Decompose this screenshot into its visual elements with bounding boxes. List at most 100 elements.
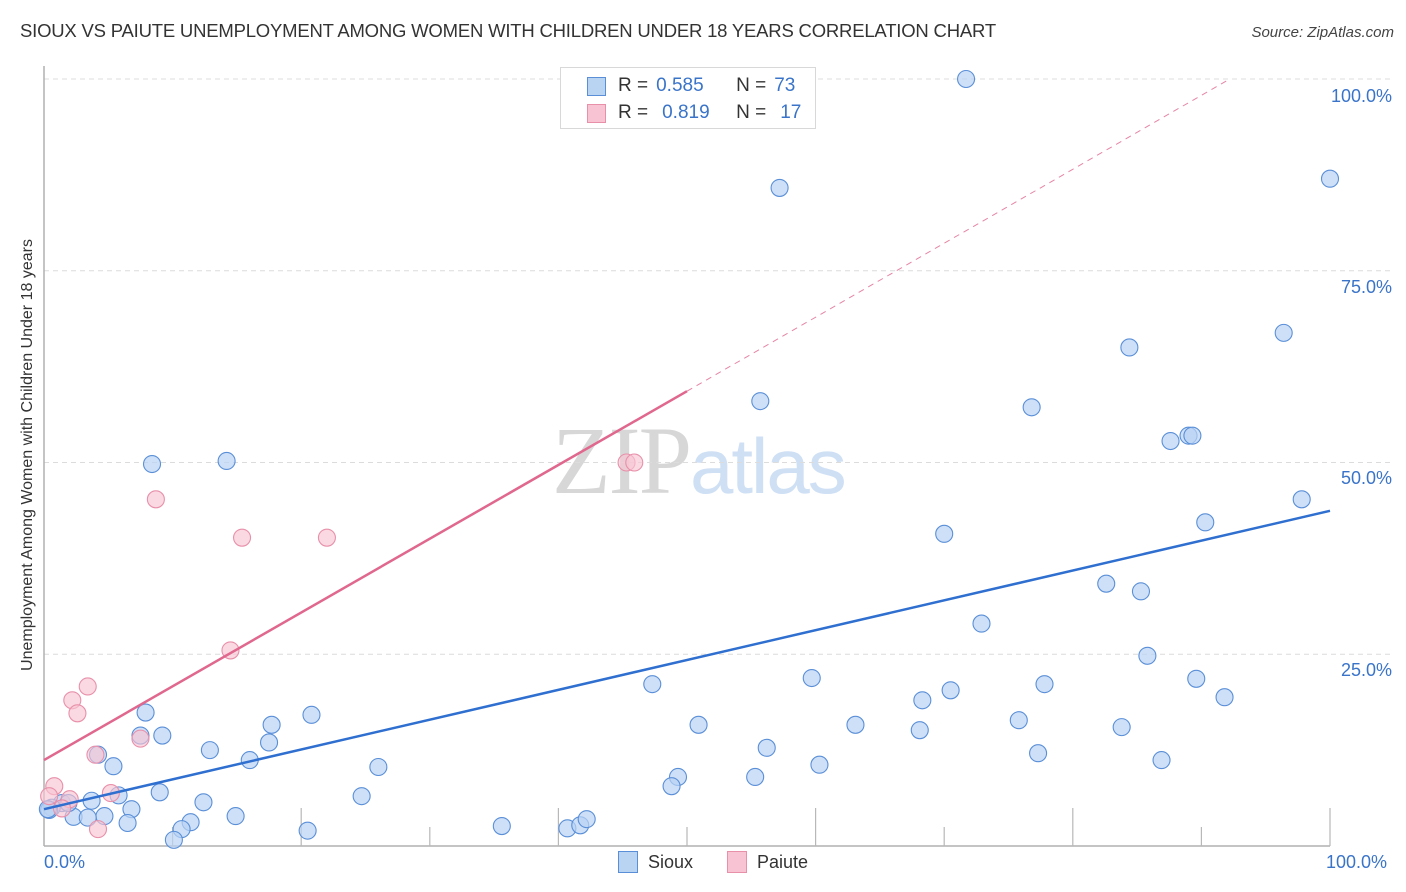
sioux-point bbox=[150, 783, 169, 802]
sioux-point bbox=[1131, 582, 1151, 601]
paiute-point bbox=[68, 704, 87, 723]
sioux-point bbox=[302, 705, 321, 724]
legend-n-value: 73 bbox=[774, 75, 796, 96]
sioux-point bbox=[1292, 490, 1311, 509]
legend-n-label: N = bbox=[736, 75, 767, 96]
sioux-point bbox=[136, 703, 155, 722]
sioux-point bbox=[757, 738, 776, 757]
sioux-point bbox=[1187, 669, 1206, 688]
paiute-point bbox=[146, 490, 165, 509]
sioux-point bbox=[153, 726, 172, 745]
sioux-point bbox=[770, 178, 789, 197]
legend-row-sioux: R = 0.585 N = 73 bbox=[587, 74, 795, 98]
paiute-point bbox=[78, 677, 97, 696]
sioux-point bbox=[1035, 675, 1054, 694]
sioux-point bbox=[751, 392, 770, 411]
sioux-point bbox=[1161, 431, 1180, 451]
sioux-point bbox=[1274, 323, 1293, 342]
sioux-point bbox=[577, 810, 596, 829]
sioux-point bbox=[217, 451, 236, 471]
legend-row-paiute: R = 0.819 N = 17 bbox=[587, 101, 801, 125]
sioux-swatch-icon bbox=[618, 851, 638, 873]
sioux-point bbox=[1097, 574, 1116, 593]
sioux-point bbox=[142, 454, 162, 474]
sioux-point bbox=[1009, 711, 1028, 730]
sioux-point bbox=[1022, 398, 1041, 417]
sioux-point bbox=[118, 813, 137, 833]
axes bbox=[43, 66, 1331, 847]
sioux-point bbox=[1320, 169, 1340, 188]
sioux-point bbox=[369, 757, 388, 777]
sioux-point bbox=[259, 733, 279, 752]
source-label: Source: ZipAtlas.com bbox=[1251, 24, 1394, 41]
legend-label-sioux: Sioux bbox=[648, 851, 694, 872]
sioux-point bbox=[1215, 688, 1234, 707]
sioux-point bbox=[810, 755, 829, 774]
paiute-point bbox=[317, 528, 336, 547]
sioux-point bbox=[1152, 751, 1171, 770]
sioux-point bbox=[972, 614, 991, 633]
sioux-point bbox=[104, 757, 123, 776]
legend-r-value: 0.819 bbox=[662, 102, 710, 123]
gridlines bbox=[44, 78, 1392, 655]
sioux-point bbox=[689, 715, 708, 734]
legend-r-value: 0.585 bbox=[656, 75, 704, 96]
sioux-trendline bbox=[43, 509, 1331, 811]
sioux-point bbox=[1196, 513, 1215, 532]
y-tick-50: 50.0% bbox=[1340, 468, 1392, 488]
sioux-point bbox=[164, 830, 183, 849]
sioux-point bbox=[941, 681, 960, 700]
paiute-point bbox=[88, 820, 108, 839]
sioux-point bbox=[1029, 744, 1048, 763]
sioux-swatch-icon bbox=[587, 76, 606, 96]
sioux-point bbox=[194, 793, 213, 812]
sioux-point bbox=[802, 668, 821, 688]
sioux-point bbox=[913, 691, 932, 710]
legend-label-paiute: Paiute bbox=[757, 851, 809, 872]
legend-r-label: R = bbox=[618, 102, 649, 123]
paiute-trendline-extension bbox=[686, 80, 1228, 392]
sioux-point bbox=[935, 524, 954, 543]
y-tick-75: 75.0% bbox=[1340, 277, 1392, 297]
sioux-point bbox=[352, 787, 371, 806]
y-tick-100: 100.0% bbox=[1330, 86, 1392, 106]
watermark-atlas: atlas bbox=[690, 422, 847, 510]
sioux-point bbox=[957, 69, 976, 89]
paiute-points bbox=[40, 453, 644, 839]
sioux-point bbox=[1138, 646, 1157, 665]
x-tick-100: 100.0% bbox=[1326, 852, 1388, 872]
sioux-point bbox=[746, 767, 765, 787]
sioux-point bbox=[1183, 426, 1202, 445]
sioux-point bbox=[1112, 718, 1131, 737]
paiute-swatch-icon bbox=[587, 103, 606, 123]
watermark: ZIPatlas bbox=[552, 405, 847, 516]
series-legend: Sioux Paiute bbox=[618, 851, 842, 873]
legend-n-value: 17 bbox=[780, 102, 802, 123]
sioux-point bbox=[78, 808, 97, 827]
legend-item-sioux[interactable]: Sioux bbox=[618, 851, 693, 873]
paiute-point bbox=[86, 745, 105, 764]
y-tick-25: 25.0% bbox=[1340, 660, 1392, 680]
sioux-points bbox=[38, 69, 1340, 849]
sioux-point bbox=[846, 715, 865, 734]
trendlines bbox=[43, 80, 1331, 811]
paiute-point bbox=[232, 528, 252, 547]
chart-title: SIOUX VS PAIUTE UNEMPLOYMENT AMONG WOMEN… bbox=[20, 20, 996, 41]
x-tick-0: 0.0% bbox=[44, 852, 86, 872]
sioux-point bbox=[662, 777, 681, 796]
sioux-point bbox=[298, 821, 317, 840]
legend-r-label: R = bbox=[618, 75, 649, 96]
sioux-point bbox=[262, 715, 281, 734]
legend: R = 0.585 N = 73 R = 0.819 N = 17 bbox=[560, 67, 816, 129]
paiute-swatch-icon bbox=[727, 851, 748, 873]
legend-n-label: N = bbox=[736, 102, 767, 123]
legend-item-paiute[interactable]: Paiute bbox=[727, 851, 808, 873]
paiute-point bbox=[625, 453, 644, 472]
y-axis-label: Unemployment Among Women with Children U… bbox=[19, 239, 36, 671]
paiute-point bbox=[131, 729, 150, 748]
paiute-point bbox=[40, 787, 59, 806]
paiute-trendline bbox=[43, 390, 688, 762]
sioux-point bbox=[492, 817, 511, 836]
sioux-point bbox=[910, 721, 929, 740]
